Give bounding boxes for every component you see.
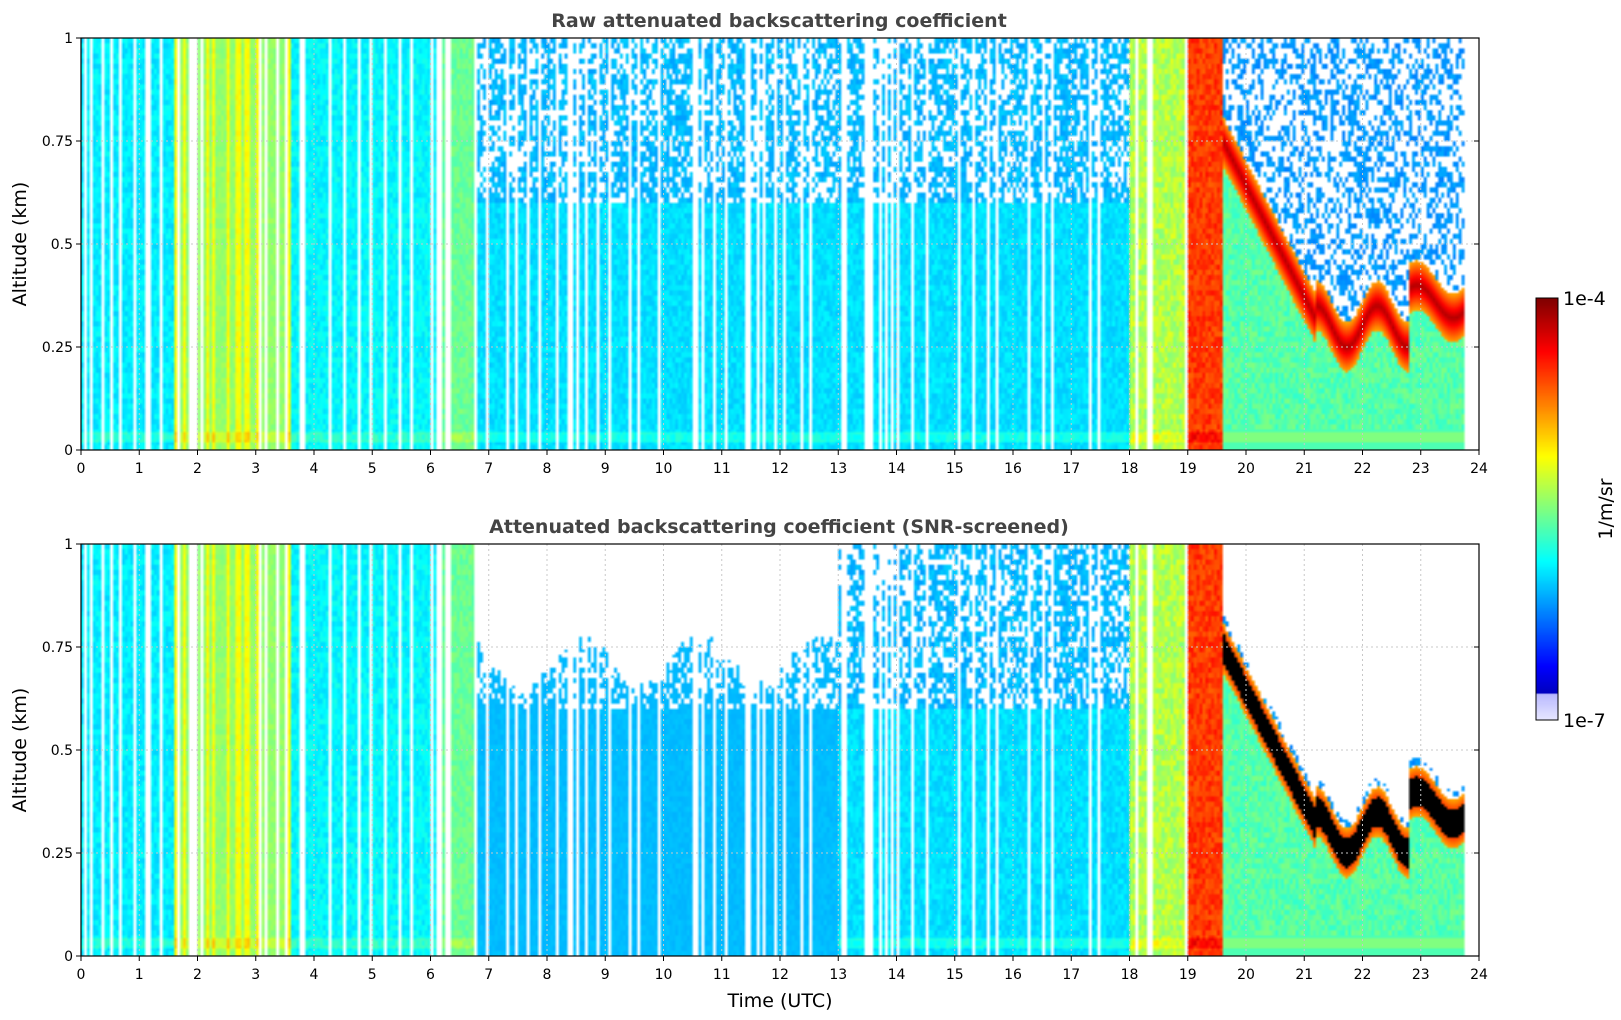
x-tick-label: 22 [1354, 461, 1372, 477]
x-tick-label: 8 [543, 967, 552, 983]
x-tick-label: 1 [135, 461, 144, 477]
y-tick-label: 0.5 [51, 743, 73, 759]
x-tick-label: 16 [1004, 967, 1022, 983]
x-tick-label: 11 [713, 967, 731, 983]
screened-ylabel: Altitude (km) [9, 688, 31, 813]
x-tick-label: 20 [1237, 967, 1255, 983]
x-tick-label: 22 [1354, 967, 1372, 983]
x-tick-label: 21 [1295, 967, 1313, 983]
x-tick-label: 23 [1412, 461, 1430, 477]
colorbar-gradient [1536, 298, 1558, 720]
x-tick-label: 7 [484, 967, 493, 983]
x-tick-label: 19 [1179, 461, 1197, 477]
panel-raw: Raw attenuated backscattering coefficien… [9, 10, 1488, 477]
x-tick-label: 2 [193, 461, 202, 477]
x-tick-label: 23 [1412, 967, 1430, 983]
y-tick-label: 0 [64, 949, 73, 965]
x-tick-label: 13 [829, 461, 847, 477]
panel-raw-title: Raw attenuated backscattering coefficien… [551, 10, 1007, 32]
x-tick-label: 2 [193, 967, 202, 983]
x-tick-label: 19 [1179, 967, 1197, 983]
y-tick-label: 0.75 [42, 640, 73, 656]
raw-x-ticks: 0 1 2 3 4 5 6 7 8 9 10 11 12 13 14 15 16 17 18 19 20 21 22 23 24 [77, 450, 1488, 477]
x-tick-label: 0 [77, 461, 86, 477]
x-tick-label: 3 [251, 967, 260, 983]
y-tick-label: 0.25 [42, 340, 73, 356]
colorbar-title: 1/m/sr [1595, 478, 1617, 539]
screened-gridlines [81, 544, 1479, 956]
x-tick-label: 15 [946, 461, 964, 477]
x-tick-label: 4 [310, 461, 319, 477]
raw-gridlines [81, 38, 1479, 450]
y-tick-label: 0.5 [51, 237, 73, 253]
x-tick-label: 24 [1470, 461, 1488, 477]
x-tick-label: 3 [251, 461, 260, 477]
x-tick-label: 24 [1470, 967, 1488, 983]
colorbar-frame [1535, 297, 1559, 721]
x-tick-label: 9 [601, 967, 610, 983]
x-tick-label: 9 [601, 461, 610, 477]
y-tick-label: 0.75 [42, 134, 73, 150]
x-tick-label: 5 [368, 461, 377, 477]
x-tick-label: 14 [888, 461, 906, 477]
x-tick-label: 0 [77, 967, 86, 983]
x-tick-label: 7 [484, 461, 493, 477]
panel-screened-title: Attenuated backscattering coefficient (S… [489, 516, 1069, 538]
colorbar-min-label: 1e-7 [1563, 710, 1606, 732]
x-tick-label: 12 [771, 967, 789, 983]
screened-xlabel: Time (UTC) [726, 990, 832, 1012]
x-tick-label: 16 [1004, 461, 1022, 477]
x-tick-label: 10 [655, 967, 673, 983]
x-tick-label: 17 [1062, 461, 1080, 477]
y-tick-label: 1 [64, 537, 73, 553]
x-tick-label: 15 [946, 967, 964, 983]
x-tick-label: 18 [1121, 461, 1139, 477]
colorbar-max-label: 1e-4 [1563, 288, 1606, 310]
x-tick-label: 14 [888, 967, 906, 983]
x-tick-label: 8 [543, 461, 552, 477]
x-tick-label: 13 [829, 967, 847, 983]
panel-screened: Attenuated backscattering coefficient (S… [9, 516, 1488, 1012]
x-tick-label: 17 [1062, 967, 1080, 983]
y-tick-label: 1 [64, 31, 73, 47]
screened-x-ticks: 0 1 2 3 4 5 6 7 8 9 10 11 12 13 14 15 16 17 18 19 20 21 22 23 24 [77, 956, 1488, 983]
x-tick-label: 12 [771, 461, 789, 477]
x-tick-label: 18 [1121, 967, 1139, 983]
y-tick-label: 0 [64, 443, 73, 459]
x-tick-label: 21 [1295, 461, 1313, 477]
x-tick-label: 11 [713, 461, 731, 477]
x-tick-label: 6 [426, 967, 435, 983]
raw-ylabel: Altitude (km) [9, 182, 31, 307]
screened-y-ticks: 0 0.25 0.5 0.75 1 [42, 537, 1479, 965]
x-tick-label: 4 [310, 967, 319, 983]
x-tick-label: 20 [1237, 461, 1255, 477]
x-tick-label: 6 [426, 461, 435, 477]
x-tick-label: 1 [135, 967, 144, 983]
y-tick-label: 0.25 [42, 846, 73, 862]
x-tick-label: 5 [368, 967, 377, 983]
x-tick-label: 10 [655, 461, 673, 477]
raw-y-ticks: 0 0.25 0.5 0.75 1 [42, 31, 1479, 459]
colorbar: 1e-4 1e-7 1/m/sr [1535, 288, 1617, 732]
